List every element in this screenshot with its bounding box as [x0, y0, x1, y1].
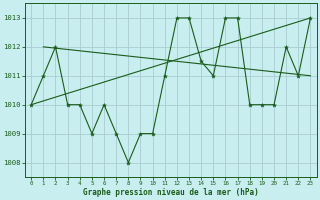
X-axis label: Graphe pression niveau de la mer (hPa): Graphe pression niveau de la mer (hPa): [83, 188, 259, 197]
